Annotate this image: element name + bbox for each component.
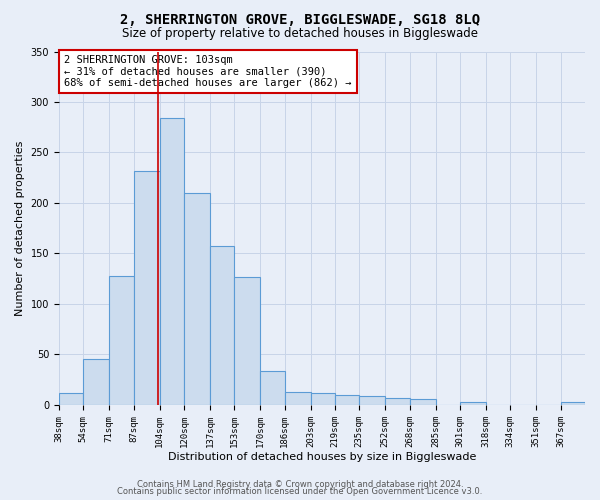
X-axis label: Distribution of detached houses by size in Biggleswade: Distribution of detached houses by size …: [168, 452, 476, 462]
Bar: [160, 118, 184, 405]
Text: 2 SHERRINGTON GROVE: 103sqm
← 31% of detached houses are smaller (390)
68% of se: 2 SHERRINGTON GROVE: 103sqm ← 31% of det…: [64, 55, 352, 88]
Bar: [410, 399, 436, 405]
Bar: [311, 393, 335, 405]
Bar: [460, 402, 486, 405]
Bar: [359, 396, 385, 405]
Text: Size of property relative to detached houses in Biggleswade: Size of property relative to detached ho…: [122, 28, 478, 40]
Bar: [260, 370, 284, 405]
Text: Contains public sector information licensed under the Open Government Licence v3: Contains public sector information licen…: [118, 487, 482, 496]
Text: 2, SHERRINGTON GROVE, BIGGLESWADE, SG18 8LQ: 2, SHERRINGTON GROVE, BIGGLESWADE, SG18 …: [120, 12, 480, 26]
Bar: [560, 402, 585, 405]
Bar: [184, 193, 210, 405]
Bar: [335, 395, 359, 405]
Bar: [234, 276, 260, 405]
Bar: [109, 276, 134, 405]
Bar: [59, 393, 83, 405]
Bar: [134, 170, 160, 405]
Y-axis label: Number of detached properties: Number of detached properties: [15, 140, 25, 316]
Bar: [210, 246, 234, 405]
Text: Contains HM Land Registry data © Crown copyright and database right 2024.: Contains HM Land Registry data © Crown c…: [137, 480, 463, 489]
Bar: [83, 358, 109, 405]
Bar: [284, 392, 311, 405]
Bar: [385, 398, 410, 405]
